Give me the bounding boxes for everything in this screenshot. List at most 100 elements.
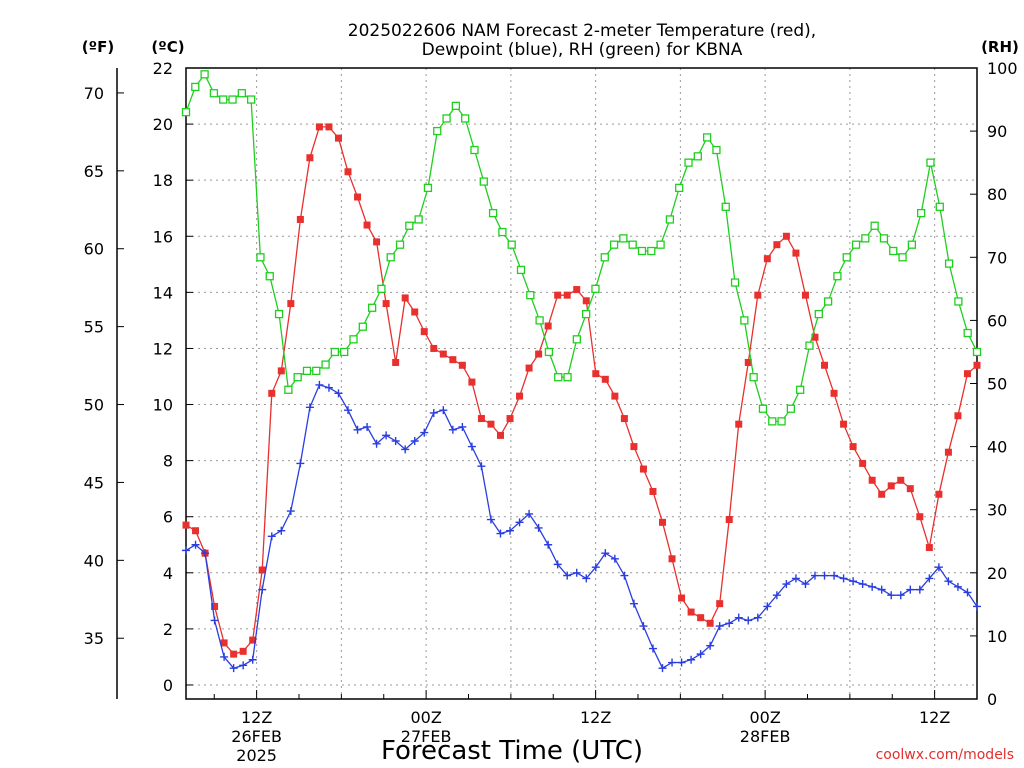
rh-point [684,158,693,167]
temperature-point [392,358,400,366]
dewpoint-point [677,658,686,667]
rh-point [265,272,274,281]
rh-point [209,89,219,98]
chart-title-line-1: 2025022606 NAM Forecast 2-meter Temperat… [348,21,816,41]
temperature-point [477,415,485,423]
dewpoint-point [582,574,591,583]
dewpoint-point [258,585,267,594]
dewpoint-point [715,622,724,631]
temperature-point [382,300,390,308]
rh-point [200,70,209,79]
rh-point [954,297,963,306]
rh-point [488,208,498,218]
rh-point [181,108,191,117]
rh-point [256,253,265,262]
rh-tick-label: 90 [987,122,1007,141]
dewpoint-point [429,408,438,417]
rh-point [293,373,302,382]
rh-point [842,253,851,262]
dewpoint-point [229,664,238,673]
dewpoint-point [849,577,858,586]
dewpoint-point [515,518,524,527]
dewpoint-point [734,613,743,622]
dewpoint-point [286,507,295,516]
temperature-point [554,291,562,299]
rh-point [535,316,544,325]
dewpoint-point [210,616,219,625]
celsius-tick-label: 20 [153,115,173,134]
rh-point [591,284,600,294]
rh-point [367,303,377,312]
celsius-tick-label: 12 [153,339,173,358]
fahrenheit-tick-label: 60 [84,240,104,259]
temperature-point [906,485,914,493]
dewpoint-point [448,425,457,434]
dewpoint-point [877,585,886,594]
temperature-point [211,602,219,610]
temperature-point [630,443,638,451]
temperature-point [506,415,514,423]
temperature-point [697,614,705,622]
temperature-point [706,619,714,627]
dewpoint-point [591,563,600,572]
rh-point [507,240,516,249]
fahrenheit-tick-label: 65 [84,162,104,181]
rh-point [563,373,572,382]
dewpoint-point [648,644,657,653]
celsius-tick-label: 2 [163,620,173,639]
rh-point [628,240,637,249]
rh-point [284,385,293,394]
temperature-point [420,328,428,336]
rh-point [423,183,433,193]
dewpoint-point [772,591,781,600]
dewpoint-point [668,658,677,667]
temperature-point [268,389,276,397]
temperature-point [315,123,323,131]
temperature-point [811,333,819,341]
rh-point [516,265,526,275]
temperature-point [792,249,800,257]
temperature-point [516,392,524,400]
dewpoint-point [725,619,734,628]
dewpoint-point [305,403,314,412]
dewpoint-point [439,406,448,415]
rh-point [712,145,721,155]
temperature-point [182,521,190,529]
celsius-tick-label: 8 [163,452,173,471]
fahrenheit-tick-label: 55 [84,318,104,337]
temperature-point [535,350,543,358]
dewpoint-point [401,445,410,454]
dewpoint-point [763,602,772,611]
temperature-point [334,134,342,142]
temperature-point [239,647,247,655]
temperature-point [620,415,628,423]
rh-tick-label: 60 [987,311,1007,330]
rh-point [340,347,349,357]
rh-point [740,316,749,325]
data-series [181,70,982,673]
temperature-point [592,370,600,378]
rh-point [675,183,684,193]
rh-point [758,404,768,413]
rh-point [461,114,470,123]
temperature-point [525,364,533,372]
rh-tick-label: 30 [987,501,1007,520]
dewpoint-point [363,422,372,431]
rh-point [693,152,702,161]
temperature-point [582,297,590,305]
fahrenheit-tick-label: 50 [84,396,104,415]
temperature-point [363,221,371,229]
rh-tick-label: 70 [987,248,1007,267]
temperature-point [973,361,981,369]
fahrenheit-tick-label: 70 [84,84,104,103]
temperature-point [649,487,657,495]
rh-point [414,215,423,224]
rh-point [544,347,554,357]
dewpoint-point [887,591,896,600]
rh-point [861,234,870,243]
rh-point [219,95,228,104]
rh-point [237,89,246,98]
dewpoint-point [934,563,943,572]
temperature-point [439,350,447,358]
